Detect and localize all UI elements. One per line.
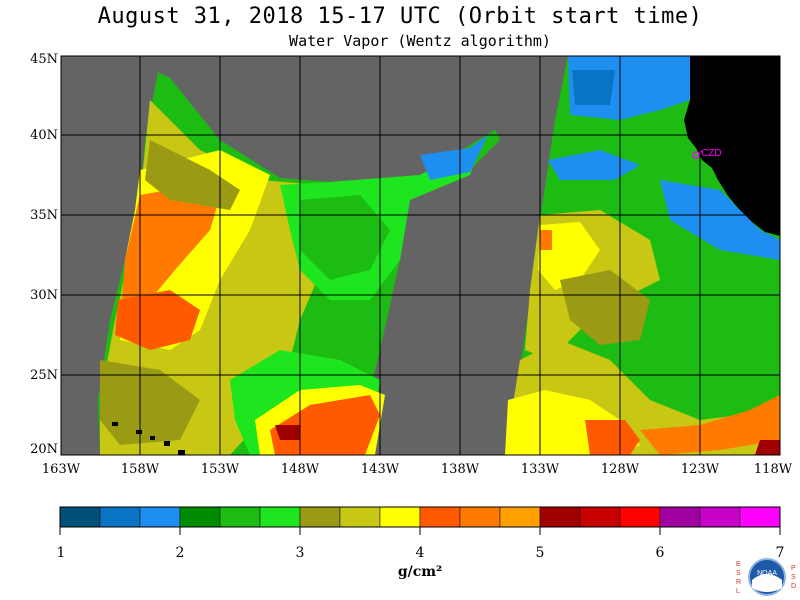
colorbar-swatch — [219, 506, 261, 528]
lon-label-138w: 138W — [440, 462, 480, 477]
colorbar-swatch — [459, 506, 501, 528]
station-label: CZD — [701, 148, 722, 159]
hawaii-islands — [112, 422, 185, 455]
colorbar-swatch — [59, 506, 101, 528]
colorbar-swatch — [739, 506, 781, 528]
colorbar — [59, 506, 781, 535]
colorbar-tick-6: 6 — [655, 545, 665, 561]
colorbar-tick-3: 3 — [295, 545, 305, 561]
lon-label-143w: 143W — [360, 462, 400, 477]
logo-left-text: ESRL — [736, 561, 742, 595]
colorbar-swatch — [259, 506, 301, 528]
colorbar-swatch — [179, 506, 221, 528]
lon-label-128w: 128W — [600, 462, 640, 477]
lon-label-163w: 163W — [41, 462, 81, 477]
colorbar-swatch — [619, 506, 661, 528]
colorbar-swatch — [499, 506, 541, 528]
noaa-logo: NOAA — [748, 558, 786, 596]
colorbar-swatch — [339, 506, 381, 528]
colorbar-swatch — [579, 506, 621, 528]
lon-label-148w: 148W — [280, 462, 320, 477]
lat-label-45n: 45N — [30, 52, 58, 67]
lat-label-20n: 20N — [30, 442, 58, 457]
map-subtitle: Water Vapor (Wentz algorithm) — [289, 32, 551, 50]
lon-label-158w: 158W — [120, 462, 160, 477]
lat-label-35n: 35N — [30, 208, 58, 223]
colorbar-swatch — [99, 506, 141, 528]
lon-label-123w: 123W — [680, 462, 720, 477]
logo-right-text: PSD — [791, 565, 797, 590]
colorbar-tick-2: 2 — [175, 545, 185, 561]
lat-label-25n: 25N — [30, 368, 58, 383]
colorbar-unit: g/cm² — [397, 564, 443, 580]
colorbar-tick-4: 4 — [415, 545, 425, 561]
lat-label-30n: 30N — [30, 288, 58, 303]
lon-label-153w: 153W — [200, 462, 240, 477]
colorbar-swatch — [139, 506, 181, 528]
map-frame — [60, 55, 781, 456]
land-mass — [684, 56, 780, 236]
colorbar-swatch — [539, 506, 581, 528]
colorbar-tick-1: 1 — [56, 545, 66, 561]
colorbar-swatch — [419, 506, 461, 528]
colorbar-tick-7: 7 — [775, 545, 785, 561]
lon-label-133w: 133W — [520, 462, 560, 477]
colorbar-swatch — [379, 506, 421, 528]
colorbar-swatch — [659, 506, 701, 528]
colorbar-swatch — [699, 506, 741, 528]
lat-label-40n: 40N — [30, 128, 58, 143]
grid-lines — [61, 56, 780, 455]
left-swath — [98, 72, 500, 455]
map-title: August 31, 2018 15-17 UTC (Orbit start t… — [97, 4, 703, 29]
logo-center-text: NOAA — [757, 570, 777, 577]
colorbar-swatch — [299, 506, 341, 528]
colorbar-tick-5: 5 — [535, 545, 545, 561]
lon-label-118w: 118W — [753, 462, 793, 477]
